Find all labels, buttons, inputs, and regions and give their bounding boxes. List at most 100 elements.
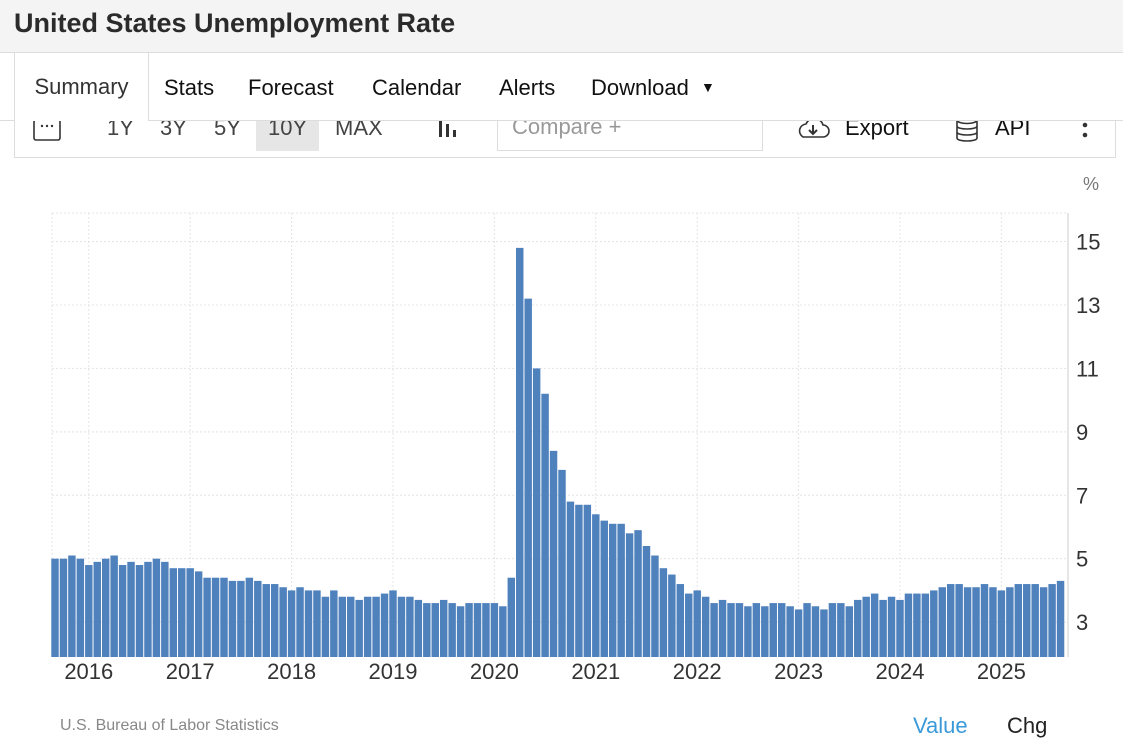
caret-down-icon: ▼: [700, 79, 715, 95]
bar: [296, 587, 304, 657]
bar: [558, 469, 566, 657]
tab-forecast[interactable]: Forecast: [248, 75, 334, 100]
bar: [701, 596, 710, 657]
value-button[interactable]: Value: [913, 713, 968, 738]
bar: [414, 599, 423, 657]
more-options-icon[interactable]: [1081, 121, 1089, 141]
bar: [203, 577, 211, 657]
y-tick-label: 3: [1076, 610, 1088, 635]
bar: [566, 501, 575, 657]
bar: [744, 606, 752, 657]
bar: [287, 590, 296, 657]
x-tick-label: 2017: [166, 659, 215, 684]
bar: [803, 603, 811, 657]
bar: [279, 587, 287, 657]
unemployment-chart: 3 5 7 9 11 13 15% 2016 2017 2018 2019 2020 2021 2022 2…: [51, 174, 1100, 684]
bar: [101, 558, 110, 657]
bar: [397, 596, 406, 657]
bar: [718, 599, 727, 657]
bar: [955, 584, 963, 657]
bar: [178, 568, 186, 657]
bar: [51, 558, 59, 657]
bar: [194, 571, 203, 657]
bar: [634, 530, 642, 657]
bar: [837, 603, 845, 657]
bar: [1031, 584, 1039, 657]
bar: [1023, 584, 1031, 657]
bar: [870, 593, 879, 657]
bar: [913, 593, 921, 657]
bar: [245, 577, 254, 657]
bar: [355, 599, 363, 657]
title-bar: United States Unemployment Rate: [0, 0, 1123, 53]
x-tick-label: 2021: [571, 659, 620, 684]
chg-button[interactable]: Chg: [1007, 713, 1048, 738]
bar: [946, 584, 955, 657]
bar: [1014, 584, 1023, 657]
bar: [659, 568, 668, 657]
bar: [879, 599, 887, 657]
bar: [685, 593, 693, 657]
bar: [642, 546, 651, 657]
y-tick-label: 15: [1076, 230, 1100, 255]
bar: [845, 606, 854, 657]
bar: [93, 561, 101, 657]
unit-label: %: [1083, 174, 1099, 194]
bar: [465, 603, 473, 657]
bar: [482, 603, 490, 657]
tab-download[interactable]: Download ▼: [591, 75, 715, 101]
bar: [752, 603, 761, 657]
bar: [980, 584, 989, 657]
bar: [1048, 584, 1056, 657]
bar: [921, 593, 930, 657]
bar: [592, 514, 600, 657]
nav-tabs: Summary Stats Forecast Calendar Alerts D…: [0, 53, 1123, 121]
bar: [270, 584, 279, 657]
bar: [854, 599, 862, 657]
bar: [507, 577, 516, 657]
tab-summary[interactable]: Summary: [14, 53, 149, 121]
y-tick-label: 11: [1076, 356, 1099, 381]
bar: [575, 504, 583, 657]
bar: [625, 533, 634, 657]
x-tick-label: 2016: [64, 659, 113, 684]
bar: [135, 565, 144, 657]
bar: [473, 603, 482, 657]
bar: [904, 593, 913, 657]
x-tick-label: 2025: [977, 659, 1026, 684]
bar: [862, 596, 870, 657]
bar: [887, 596, 896, 657]
calendar-icon[interactable]: [33, 119, 61, 141]
x-tick-label: 2018: [267, 659, 316, 684]
bar: [228, 580, 237, 657]
tab-stats[interactable]: Stats: [164, 75, 215, 100]
tab-alerts[interactable]: Alerts: [499, 75, 556, 100]
bar: [237, 580, 245, 657]
bar: [169, 568, 178, 657]
bar: [211, 577, 220, 657]
bar: [710, 603, 718, 657]
bar: [761, 606, 769, 657]
bar: [76, 558, 85, 657]
bar: [735, 603, 744, 657]
bar: [811, 606, 820, 657]
bar: [423, 603, 431, 657]
bar: [330, 590, 338, 657]
bar: [820, 609, 828, 657]
bar: [161, 561, 169, 657]
bar: [380, 593, 389, 657]
tab-calendar[interactable]: Calendar: [372, 75, 462, 100]
bar: [389, 590, 397, 657]
bar: [532, 368, 541, 657]
bar: [769, 603, 777, 657]
chart-type-icon[interactable]: [437, 119, 459, 139]
y-tick-label: 5: [1076, 547, 1088, 572]
bar: [313, 590, 321, 657]
bar: [693, 590, 701, 657]
bar: [549, 450, 558, 657]
bar: [220, 577, 228, 657]
bar: [938, 587, 946, 657]
bar: [676, 584, 685, 657]
bar: [118, 565, 127, 657]
bar: [456, 606, 465, 657]
